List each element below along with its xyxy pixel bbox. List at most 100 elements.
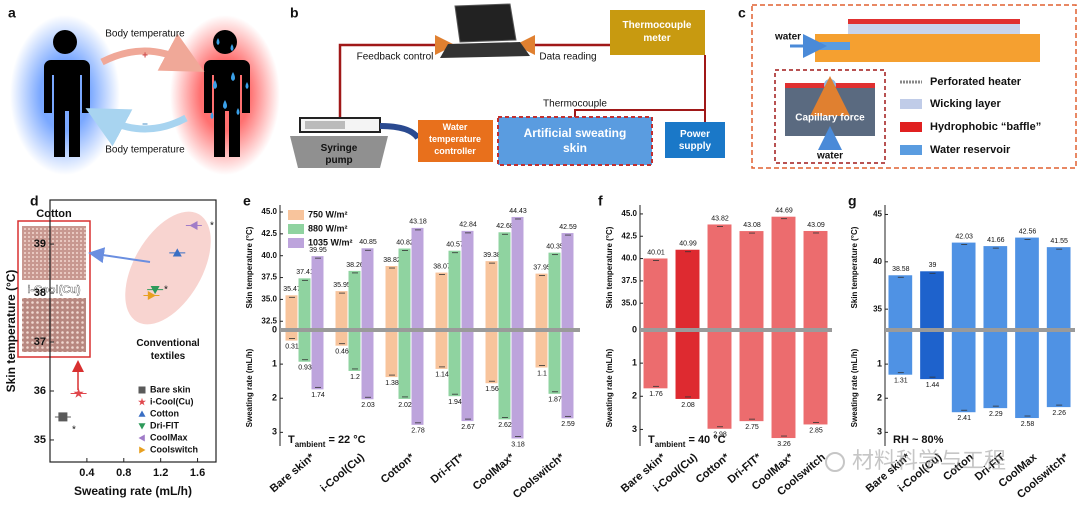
panel-label: d: [30, 193, 39, 209]
value-label: 2.85: [809, 427, 823, 434]
y-tick-label: 45: [873, 210, 882, 219]
legend-label: Perforated heater: [930, 76, 1022, 88]
annotation-part: ambient: [655, 440, 686, 449]
y2-tick-label: 3: [632, 424, 637, 434]
x-tick-label: i-Cool(Cu): [318, 451, 367, 495]
value-label: 42.68: [496, 223, 514, 230]
temperature-bar: [707, 224, 732, 330]
y2-axis-title: Sweating rate (mL/h): [605, 348, 614, 427]
sweat-bar: [1015, 330, 1039, 419]
value-label: 41.66: [987, 237, 1005, 244]
y2-tick-label: 1: [877, 358, 882, 368]
temperature-bar: [448, 250, 461, 330]
skin-box: [497, 116, 653, 166]
value-label: 1.76: [649, 391, 663, 398]
meter-box: [610, 10, 705, 55]
power-box: [665, 122, 725, 158]
y-axis-title: Skin temperature (°C): [245, 226, 254, 308]
value-label: 40.35: [546, 243, 564, 250]
meter-label: Thermocouple meter: [623, 20, 692, 44]
x-tick-label: 1.6: [190, 467, 205, 479]
value-label: 0.31: [285, 343, 299, 350]
device-base: [815, 34, 1040, 62]
photo-label: i-Cool(Cu): [27, 284, 80, 296]
panel-label: f: [598, 193, 603, 209]
value-label: 2.03: [361, 402, 375, 409]
zero-band: [885, 328, 1075, 332]
temperature-bar: [361, 248, 374, 330]
sweat-bar: [385, 330, 398, 378]
temperature-bar: [983, 246, 1008, 330]
value-label: 40.85: [359, 239, 377, 246]
sweat-bar: [398, 330, 411, 399]
temperature-bar: [411, 227, 424, 330]
temperature-bar: [435, 272, 448, 330]
sweat-bar: [548, 330, 561, 394]
y-axis-title: Skin temperature (°C): [4, 270, 18, 393]
value-label: 2.26: [1052, 410, 1066, 417]
feedback-label: Feedback control: [357, 52, 434, 63]
panel-label: c: [738, 5, 746, 21]
value-label: 43.08: [743, 222, 761, 229]
sweat-bar: [298, 330, 311, 362]
x-tick-label: CoolMax*: [471, 451, 518, 493]
value-label: 2.98: [713, 432, 727, 439]
value-label: 1.44: [926, 382, 940, 389]
value-label: 1.38: [385, 380, 399, 387]
y2-tick-label: 0: [632, 324, 637, 334]
value-label: 2.62: [498, 422, 512, 429]
x-tick-label: Cotton*: [694, 451, 733, 486]
value-label: 43.82: [711, 215, 729, 222]
pump-label: Syringe pump: [321, 143, 358, 166]
temperature-bar: [951, 242, 976, 330]
temperature-bar: [311, 256, 324, 330]
legend-marker: [138, 386, 146, 394]
point: [172, 248, 182, 257]
legend-marker: [138, 410, 146, 417]
photo-frame: [17, 220, 91, 358]
feedback-line: [338, 35, 455, 120]
y-tick-label: 36: [34, 385, 46, 397]
value-label: 2.75: [745, 424, 759, 431]
legend-swatch: [288, 224, 304, 234]
y-tick-label: 39: [34, 238, 46, 250]
arrow-label: Body temperature: [105, 145, 185, 156]
value-label: 38.58: [892, 266, 910, 273]
plus-sign: +: [142, 51, 148, 62]
sweat-bar: [361, 330, 374, 400]
legend-marker: [138, 397, 146, 406]
y2-tick-label: 3: [877, 427, 882, 437]
watermark: 材料科学与工程: [825, 448, 1006, 473]
temperature-bar: [348, 270, 361, 330]
sweat-bar: [348, 330, 361, 371]
y2-tick-label: 2: [632, 391, 637, 401]
wicking-top: [848, 24, 1020, 34]
x-tick-label: 0.4: [79, 467, 95, 479]
y2-tick-label: 2: [272, 393, 277, 403]
legend-marker: [139, 446, 146, 454]
zero-band: [280, 328, 580, 332]
legend-label: CoolMax: [150, 432, 188, 442]
value-label: 42.84: [459, 222, 477, 229]
value-label: 1.2: [350, 374, 360, 381]
temperature-bar: [643, 258, 668, 330]
value-label: 1.94: [448, 399, 462, 406]
temperature-bar: [398, 248, 411, 330]
y-tick-label: 37.5: [621, 276, 637, 285]
value-label: 1.56: [485, 386, 499, 393]
y-tick-label: 37: [34, 336, 46, 348]
value-label: 40.01: [647, 249, 665, 256]
temperature-bar: [803, 230, 828, 330]
panel-label: b: [290, 5, 299, 21]
thermocouple-label: Thermocouple: [543, 99, 607, 110]
point: [147, 291, 156, 300]
y2-axis-title: Sweating rate (mL/h): [245, 348, 254, 427]
x-tick-label: Dri-FIT*: [429, 451, 468, 486]
value-label: 35.95: [333, 282, 351, 289]
y2-tick-label: 3: [272, 427, 277, 437]
value-label: 37.41: [296, 269, 314, 276]
legend-label: 750 W/m²: [308, 209, 348, 219]
arrow-label: Body temperature: [105, 29, 185, 40]
y-tick-label: 38: [34, 287, 46, 299]
value-label: 1.1: [537, 370, 547, 377]
